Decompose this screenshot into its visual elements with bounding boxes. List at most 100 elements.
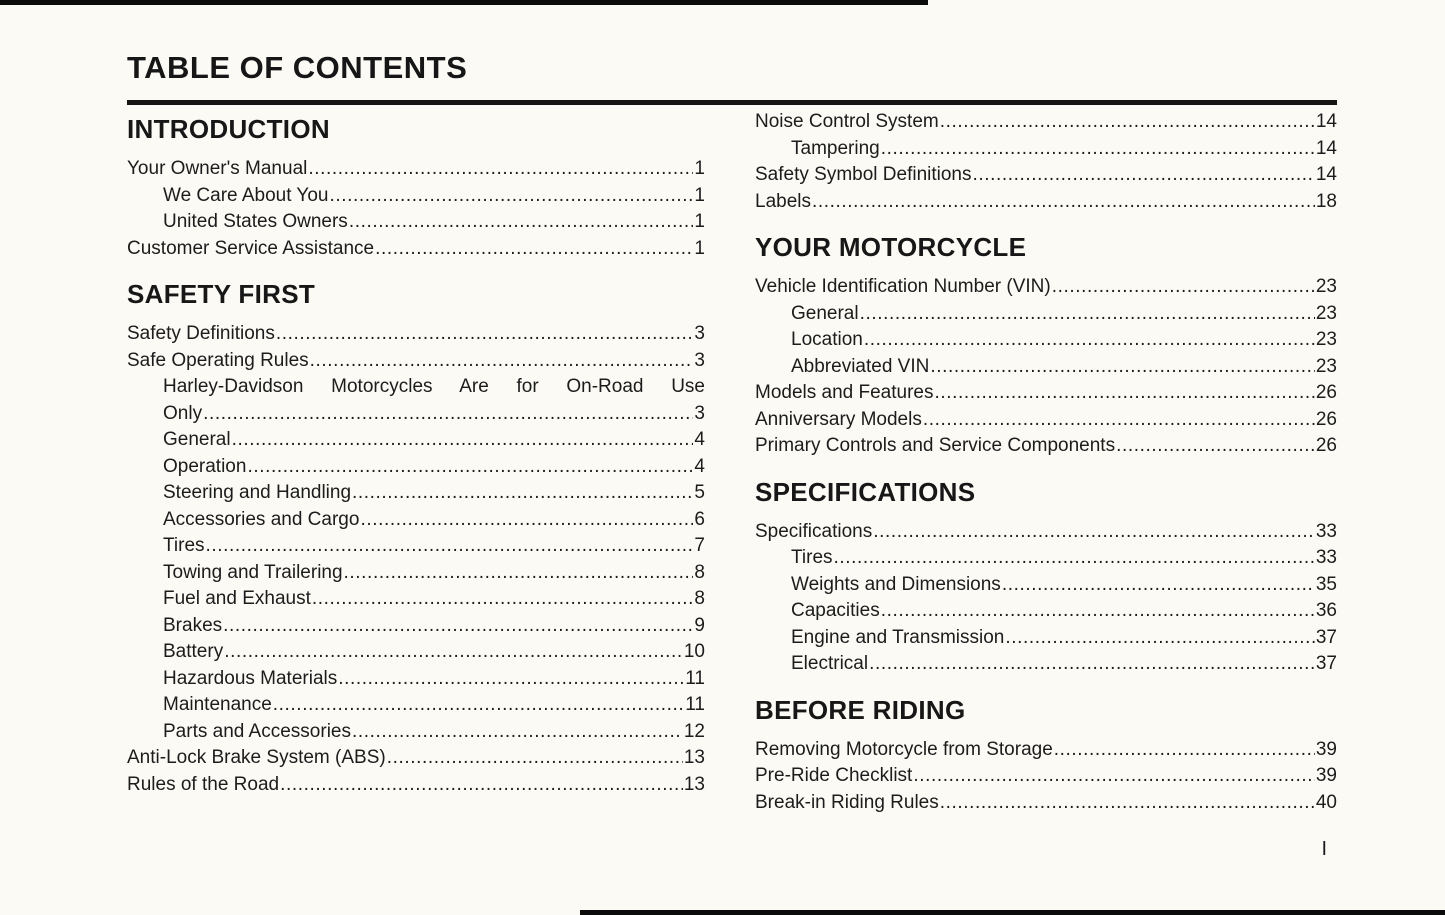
toc-entry-label: Operation — [163, 455, 247, 477]
toc-entry-page: 5 — [694, 482, 705, 503]
toc-entry: Towing and Trailering 8 — [127, 560, 705, 587]
toc-entry: Harley-Davidson Motorcycles Are for On-R… — [127, 374, 705, 427]
toc-entry-page: 1 — [694, 211, 705, 232]
toc-entry: Safety Symbol Definitions 14 — [755, 162, 1337, 189]
toc-leader-dots — [330, 183, 694, 210]
toc-entry-label: Only — [163, 402, 203, 424]
section-heading: BEFORE RIDING — [755, 694, 966, 725]
toc-entry-page: 4 — [694, 455, 705, 477]
toc-leader-dots — [276, 321, 694, 348]
toc-entry-label: Engine and Transmission — [791, 626, 1005, 648]
toc-entry: Location 23 — [755, 327, 1337, 354]
toc-leader-dots — [913, 763, 1315, 790]
toc-entry-label: Brakes — [163, 614, 223, 636]
toc-entry-page: 4 — [694, 429, 705, 450]
toc-entry: General 23 — [755, 301, 1337, 328]
toc-leader-dots — [935, 380, 1315, 407]
toc-entry: Vehicle Identification Number (VIN) 23 — [755, 274, 1337, 301]
toc-entry-label: Safe Operating Rules — [127, 349, 309, 371]
toc-entry: Tampering 14 — [755, 136, 1337, 163]
toc-entry: Specifications 33 — [755, 519, 1337, 546]
toc-leader-dots — [387, 745, 683, 772]
toc-leader-dots — [930, 354, 1315, 381]
toc-leader-dots — [352, 480, 693, 507]
toc-entry: We Care About You 1 — [127, 183, 705, 210]
toc-entry-label: Harley-Davidson Motorcycles Are for On-R… — [163, 376, 705, 397]
toc-leader-dots — [206, 533, 694, 560]
toc-entry-label: Labels — [755, 190, 811, 212]
toc-entry-label: Pre-Ride Checklist — [755, 765, 913, 786]
toc-entry-page: 23 — [1315, 276, 1337, 297]
toc-entry-label: Weights and Dimensions — [791, 573, 1001, 595]
toc-entry: Pre-Ride Checklist 39 — [755, 763, 1337, 790]
toc-entry-label: Anti-Lock Brake System (ABS) — [127, 747, 386, 768]
toc-leader-dots — [223, 613, 693, 640]
toc-entry-label: Anniversary Models — [755, 408, 922, 430]
toc-leader-dots — [923, 407, 1315, 434]
toc-leader-dots — [1054, 737, 1315, 764]
toc-entry-label: Accessories and Cargo — [163, 508, 360, 530]
toc-entry: Safe Operating Rules 3 — [127, 348, 705, 375]
toc-entry-label: Parts and Accessories — [163, 720, 351, 742]
toc-entry-page: 8 — [694, 561, 705, 583]
toc-entry: Accessories and Cargo 6 — [127, 507, 705, 534]
toc-entry-page: 13 — [683, 773, 705, 795]
toc-column-right: Noise Control System 14Tampering14Safety … — [755, 109, 1337, 816]
toc-leader-dots — [1052, 274, 1315, 301]
toc-entry-label: Break-in Riding Rules — [755, 791, 939, 813]
toc-leader-dots — [349, 209, 694, 236]
toc-entry-label: General — [791, 302, 859, 324]
toc-entry-page: 40 — [1315, 791, 1337, 813]
toc-entry-label: Maintenance — [163, 694, 272, 715]
toc-entry-label: Location — [791, 329, 863, 350]
toc-entry: Capacities 36 — [755, 598, 1337, 625]
toc-entry-label: Noise Control System — [755, 111, 939, 132]
toc-leader-dots — [834, 545, 1315, 572]
toc-entry-label: Steering and Handling — [163, 482, 352, 503]
toc-leader-dots — [247, 454, 693, 481]
toc-entry-page: 3 — [694, 323, 705, 344]
section-heading: YOUR MOTORCYCLE — [755, 232, 1027, 262]
toc-entry: Maintenance 11 — [127, 692, 705, 719]
toc-entry-page: 23 — [1315, 355, 1337, 377]
toc-entry-label: Specifications — [755, 520, 873, 542]
toc-leader-dots — [864, 327, 1315, 354]
toc-leader-dots — [1116, 433, 1315, 460]
toc-leader-dots — [308, 156, 693, 183]
toc-entry: Abbreviated VIN 23 — [755, 354, 1337, 381]
toc-entry-label: General — [163, 429, 231, 450]
toc-leader-dots — [203, 401, 693, 428]
toc-entry-label: Fuel and Exhaust — [163, 588, 311, 609]
toc-entry-page: 37 — [1315, 653, 1337, 674]
toc-entry: Anniversary Models 26 — [755, 407, 1337, 434]
toc-content: TABLE OF CONTENTS INTRODUCTION Your Owner… — [127, 50, 1337, 816]
toc-entry-page: 9 — [694, 614, 705, 636]
toc-entry-label: Rules of the Road — [127, 773, 280, 795]
toc-leader-dots — [352, 719, 683, 746]
toc-entry-page: 1 — [694, 237, 705, 259]
toc-leader-dots — [1002, 572, 1315, 599]
toc-entry: Safety Definitions 3 — [127, 321, 705, 348]
toc-entry-page: 8 — [694, 588, 705, 609]
toc-leader-dots — [973, 162, 1315, 189]
toc-entry-page: 10 — [683, 641, 705, 662]
toc-leader-dots — [312, 586, 694, 613]
toc-entry-page: 14 — [1315, 164, 1337, 185]
toc-entry-page: 11 — [685, 667, 705, 689]
toc-leader-dots — [940, 790, 1315, 817]
toc-entry-label: Safety Definitions — [127, 323, 275, 344]
toc-entry: Battery 10 — [127, 639, 705, 666]
toc-entry-page: 26 — [1315, 408, 1337, 430]
scan-artifact-bottom-bar — [580, 910, 1445, 915]
toc-entry: Fuel and Exhaust 8 — [127, 586, 705, 613]
toc-entry: Steering and Handling 5 — [127, 480, 705, 507]
toc-entry-label: Battery — [163, 641, 224, 662]
toc-leader-dots — [360, 507, 693, 534]
toc-entry-page: 3 — [694, 402, 705, 424]
toc-entry-label: United States Owners — [163, 211, 348, 232]
toc-entry: Hazardous Materials 11 — [127, 666, 705, 693]
toc-entry: Removing Motorcycle from Storage 39 — [755, 737, 1337, 764]
toc-entry-page: 33 — [1315, 520, 1337, 542]
toc-entry: Weights and Dimensions 35 — [755, 572, 1337, 599]
